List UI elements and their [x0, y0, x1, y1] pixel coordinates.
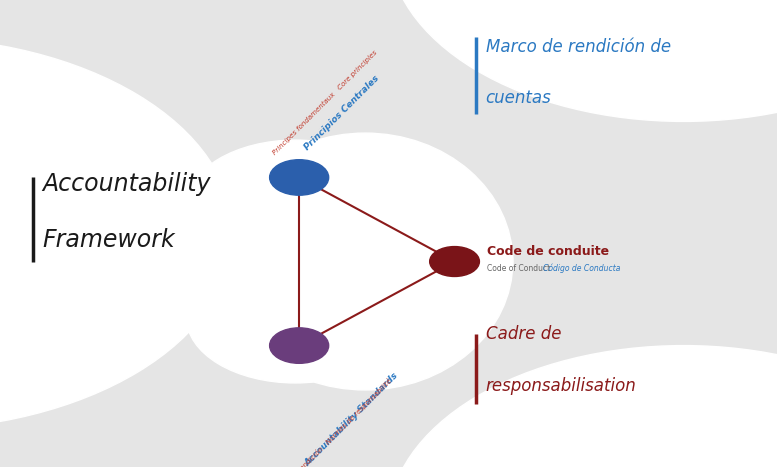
Text: Accountability Standards: Accountability Standards	[303, 371, 400, 467]
Ellipse shape	[218, 133, 513, 390]
Text: Código de Conducta: Código de Conducta	[543, 264, 621, 273]
Text: Code of Conduct: Code of Conduct	[487, 264, 556, 273]
Circle shape	[430, 247, 479, 276]
Circle shape	[186, 140, 404, 271]
Circle shape	[270, 328, 329, 363]
Text: Principios Centrales: Principios Centrales	[303, 73, 382, 152]
Text: cuentas: cuentas	[486, 89, 552, 107]
Text: Code de conduite: Code de conduite	[487, 245, 609, 258]
Circle shape	[186, 252, 404, 383]
Circle shape	[295, 196, 513, 327]
Text: Principes fondamentaux   Core principles: Principes fondamentaux Core principles	[272, 50, 378, 156]
Circle shape	[0, 37, 233, 430]
Text: Normas de rendición   Normes de responsabilité: Normas de rendición Normes de responsabi…	[268, 377, 393, 467]
Text: Cadre de: Cadre de	[486, 325, 561, 343]
Text: responsabilisation: responsabilisation	[486, 376, 636, 395]
Circle shape	[270, 160, 329, 195]
Text: Marco de rendición de: Marco de rendición de	[486, 38, 671, 56]
Circle shape	[388, 346, 777, 467]
Circle shape	[388, 0, 777, 121]
Text: Framework: Framework	[43, 228, 176, 252]
Text: Accountability: Accountability	[43, 172, 211, 196]
